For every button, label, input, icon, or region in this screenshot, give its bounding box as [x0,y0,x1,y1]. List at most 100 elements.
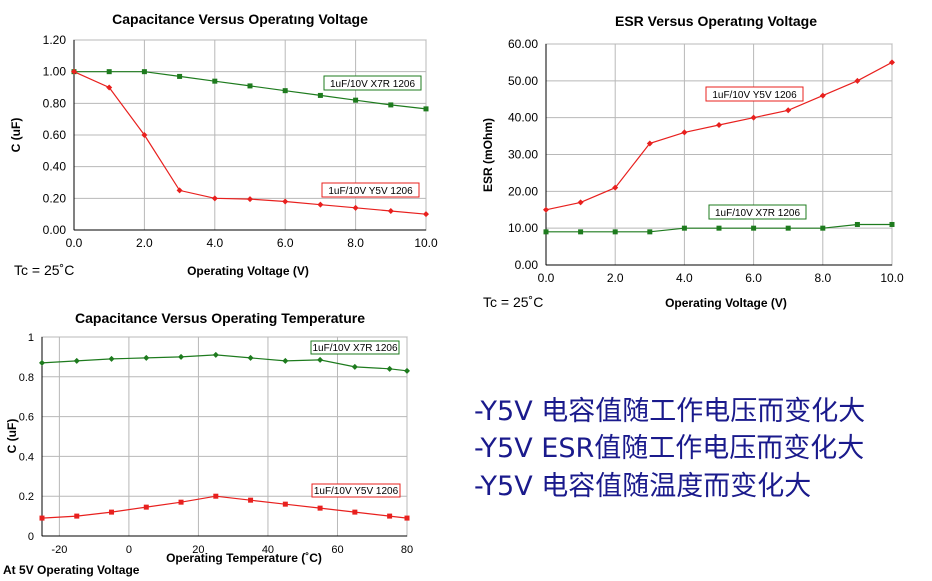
data-point [141,69,147,75]
data-point [141,132,148,138]
data-point [212,78,218,84]
data-point [178,353,185,360]
y-tick-label: 1.20 [43,33,67,47]
data-point [353,97,359,103]
data-point [177,73,183,79]
data-point [404,367,410,374]
data-point [317,505,323,511]
data-point [282,198,289,205]
legend-box [323,75,422,91]
data-point [423,106,429,112]
x-tick-label: 40 [262,544,274,556]
y-tick-label: 0.40 [43,160,67,174]
data-point [578,229,584,235]
legend-label: 1uF/10V X7R 1206 [330,79,415,90]
legend-label: 1uF/10V X7R 1206 [312,343,397,354]
data-point [543,206,549,213]
chart-1: 0.00 0.20 0.40 0.60 0.80 1.00 1.20 0.0 2.0 4.0 6.0… [9,11,438,278]
data-point [387,513,393,519]
chart-title: Capacitance Versus Operatıng Voltage [112,11,368,27]
data-point [317,92,323,98]
chart-2: 0.00 10.00 20.00 30.00 40.00 50.00 60.00 0.0 2.0… [481,13,904,310]
legend-box [705,86,804,102]
data-point [108,355,115,362]
y-tick-label: 1.00 [43,65,67,79]
data-point [388,102,394,108]
legend-label: 1uF/10V Y5V 1206 [712,90,797,101]
data-point [612,184,619,191]
data-point [577,199,584,206]
data-point [109,509,115,515]
data-point [211,195,218,202]
x-tick-label: 10.0 [880,271,904,285]
y-tick-label: 0.6 [19,412,34,424]
data-point [854,221,860,227]
y-axis-label: C (uF) [9,118,23,153]
data-point [386,365,393,372]
x-axis-label: Operating Voltage (V) [187,264,309,278]
data-point [39,515,45,521]
data-point [71,68,77,75]
y-tick-label: 0.4 [19,451,34,463]
x-tick-label: 6.0 [745,271,762,285]
x-tick-label: -20 [51,544,67,556]
data-point [106,69,112,75]
data-point [889,59,895,66]
data-point [317,356,324,363]
data-point [681,225,687,231]
data-point [247,196,253,203]
data-point [854,77,861,84]
y-axis-label: C (uF) [5,419,19,454]
data-point [73,357,80,364]
data-point [387,208,394,214]
data-point [143,504,149,510]
data-point [543,229,549,235]
legend-box [708,204,807,220]
data-point [716,122,722,129]
bullet-line-3: -Y5V 电容值随温度而变化大 [474,471,812,502]
data-point [178,499,184,505]
x-tick-label: 2.0 [136,236,153,250]
legend-box [321,182,420,198]
y-tick-label: 0.00 [43,223,67,237]
y-tick-label: 40.00 [508,111,538,125]
data-point [889,221,895,227]
x-axis-label: Operating Voltage (V) [665,296,787,310]
data-point [716,225,722,231]
y-tick-label: 50.00 [508,74,538,88]
data-point [74,513,80,519]
x-tick-label: 4.0 [206,236,223,250]
x-axis-label: Operating Temperature (˚C) [166,551,322,565]
data-point [176,187,183,194]
x-tick-label: 8.0 [814,271,831,285]
y-tick-label: 0.00 [515,258,539,272]
x-tick-label: 6.0 [277,236,294,250]
data-point [612,229,618,235]
y-tick-label: 0.60 [43,128,67,142]
data-point [423,211,429,218]
series-line [41,354,408,372]
data-point [212,351,219,358]
legend-label: 1uF/10V Y5V 1206 [328,186,413,197]
legend-label: 1uF/10V X7R 1206 [715,208,800,219]
data-point [820,225,826,231]
condition-note: At 5V Operating Voltage [3,563,140,577]
data-point [681,129,688,136]
data-point [282,88,288,94]
x-tick-label: 10.0 [414,236,438,250]
y-tick-label: 0 [28,531,34,543]
data-point [785,107,792,114]
x-tick-label: 0 [126,544,132,556]
data-point [282,357,289,364]
data-point [352,204,359,211]
chart-3: 0 0.2 0.4 0.6 0.8 1 -20 0 20 40 60 80 1uF/10V X7R 12… [3,310,413,577]
legend-box [310,340,400,355]
bullet-line-1: -Y5V 电容值随工作电压而变化大 [474,396,866,427]
data-point [282,501,288,507]
data-point [106,84,113,91]
y-axis-label: ESR (mOhm) [481,118,495,192]
legend-box [311,483,401,498]
y-tick-label: 10.00 [508,221,538,235]
legend-label: 1uF/10V Y5V 1206 [314,486,399,497]
